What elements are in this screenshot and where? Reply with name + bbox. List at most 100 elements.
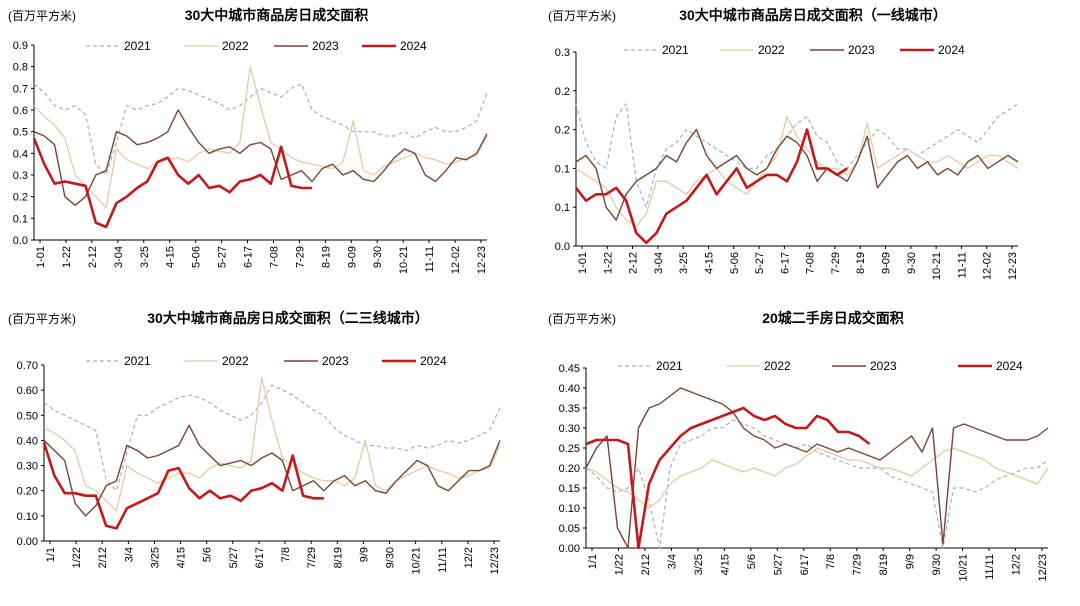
x-tick-label: 5-06 [729, 252, 741, 274]
y-tick-label: 0.7 [13, 83, 28, 95]
legend-label: 2021 [662, 43, 689, 57]
legend-label: 2023 [848, 43, 875, 57]
x-tick-label: 10/21 [411, 547, 423, 575]
x-tick-label: 1-22 [61, 246, 73, 268]
x-tick-label: 3/25 [149, 547, 161, 568]
x-tick-label: 5/6 [746, 554, 758, 569]
y-tick-label: 0.1 [555, 163, 570, 175]
x-tick-label: 11/11 [437, 547, 449, 573]
x-tick-label: 12/23 [489, 547, 501, 575]
chart-panel-top-right: (百万平方米) 30大中城市商品房日成交面积（一线城市） 0.0 0.1 0.1 0.2 0… [540, 0, 1080, 303]
x-tick-label: 7-08 [268, 246, 280, 268]
legend-label: 2021 [124, 354, 151, 368]
x-tick-label: 1-01 [577, 252, 589, 274]
y-tick-label: 0.30 [17, 461, 38, 473]
x-tick-label: 3-25 [678, 252, 690, 274]
y-tick-label: 0.20 [17, 486, 38, 498]
legend-label: 2021 [124, 39, 151, 53]
y-tick-label: 0.4 [13, 148, 28, 160]
chart-title: 30大中城市商品房日成交面积（二三线城市） [147, 310, 429, 326]
x-tick-label: 3/4 [666, 554, 678, 569]
series-line-2024 [586, 408, 870, 548]
legend-label: 2024 [938, 43, 965, 57]
x-tick-label: 3-25 [139, 246, 151, 268]
unit-label: (百万平方米) [548, 8, 616, 23]
legend-label: 2022 [764, 359, 791, 373]
chart-panel-bottom-right: (百万平方米) 20城二手房日成交面积 0.00 0.05 0.10 0.15 0.20 0.… [540, 303, 1080, 606]
x-tick-label: 8-19 [855, 252, 867, 274]
x-tick-label: 8/19 [878, 554, 890, 575]
series-line-2024 [576, 130, 847, 243]
y-tick-label: 0.15 [559, 483, 580, 495]
x-tick-label: 6-17 [243, 246, 255, 268]
legend-label: 2024 [420, 354, 447, 368]
x-tick-label: 9-09 [881, 252, 893, 274]
x-tick-label: 1/1 [587, 554, 599, 569]
y-tick-label: 0.50 [17, 410, 38, 422]
series-line-2022 [34, 67, 487, 208]
x-tick-label: 3-04 [653, 252, 665, 274]
series-line-2022 [586, 448, 1048, 508]
y-tick-label: 0.2 [555, 86, 570, 98]
series-line-2022 [44, 378, 500, 511]
x-tick-label: 4/15 [719, 554, 731, 575]
x-tick-label: 3-04 [113, 246, 125, 268]
x-tick-label: 10/21 [958, 554, 970, 582]
x-tick-label: 7/29 [852, 554, 864, 575]
series-line-2023 [34, 110, 487, 205]
x-tick-label: 5-27 [754, 252, 766, 274]
x-tick-label: 7-29 [830, 252, 842, 274]
x-tick-label: 1/22 [71, 547, 83, 568]
y-tick-label: 0.25 [559, 443, 580, 455]
y-tick-label: 0.5 [13, 127, 28, 139]
x-tick-label: 10-21 [398, 246, 410, 274]
y-tick-label: 0.10 [559, 503, 580, 515]
chart-svg: (百万平方米) 20城二手房日成交面积 0.00 0.05 0.10 0.15 0.20 0.… [540, 303, 1080, 606]
series-line-2023 [576, 130, 1018, 221]
y-tick-label: 0.0 [13, 235, 28, 247]
x-tick-label: 8-19 [320, 246, 332, 268]
y-tick-label: 0.45 [559, 363, 580, 375]
legend-label: 2024 [996, 359, 1023, 373]
y-tick-label: 0.35 [559, 403, 580, 415]
x-tick-label: 12-23 [476, 246, 488, 274]
x-tick-label: 1/22 [613, 554, 625, 575]
x-tick-label: 1/1 [45, 547, 57, 562]
series-line-2021 [576, 104, 1018, 208]
x-tick-label: 9/30 [931, 554, 943, 575]
x-tick-label: 9-30 [906, 252, 918, 274]
x-tick-label: 1-01 [35, 246, 47, 268]
y-tick-label: 0.05 [559, 523, 580, 535]
x-tick-label: 4-15 [165, 246, 177, 268]
y-tick-label: 0.0 [555, 241, 570, 253]
x-tick-label: 5/6 [202, 547, 214, 562]
y-tick-label: 0.00 [559, 543, 580, 555]
x-tick-label: 12-02 [450, 246, 462, 274]
x-tick-label: 10-21 [931, 252, 943, 280]
series-line-2024 [34, 138, 312, 227]
y-tick-label: 0.00 [17, 536, 38, 548]
chart-title: 30大中城市商品房日成交面积（一线城市） [679, 7, 947, 23]
x-tick-label: 3/25 [693, 554, 705, 575]
unit-label: (百万平方米) [8, 311, 76, 326]
legend-label: 2023 [322, 354, 349, 368]
x-tick-label: 3/4 [123, 547, 135, 562]
chart-svg: (百万平方米) 30大中城市商品房日成交面积 0.0 0.1 0.2 0.3 0.4 0.5 0… [0, 0, 540, 303]
x-tick-label: 6/17 [254, 547, 266, 568]
x-tick-label: 9/9 [905, 554, 917, 569]
y-tick-label: 0.40 [17, 435, 38, 447]
y-tick-label: 0.9 [13, 40, 28, 52]
x-tick-label: 11-11 [424, 246, 436, 273]
x-tick-label: 2-12 [87, 246, 99, 268]
x-tick-label: 12-02 [982, 252, 994, 280]
chart-panel-bottom-left: (百万平方米) 30大中城市商品房日成交面积（二三线城市） 0.00 0.10 0.20… [0, 303, 540, 606]
y-tick-label: 0.30 [559, 423, 580, 435]
x-tick-label: 11-11 [956, 252, 968, 279]
x-tick-label: 12/2 [463, 547, 475, 568]
x-tick-label: 4-15 [703, 252, 715, 274]
x-tick-label: 5/27 [772, 554, 784, 575]
x-tick-label: 2/12 [640, 554, 652, 575]
series-line-2023 [44, 425, 500, 516]
x-tick-label: 7-08 [805, 252, 817, 274]
y-tick-label: 0.40 [559, 383, 580, 395]
